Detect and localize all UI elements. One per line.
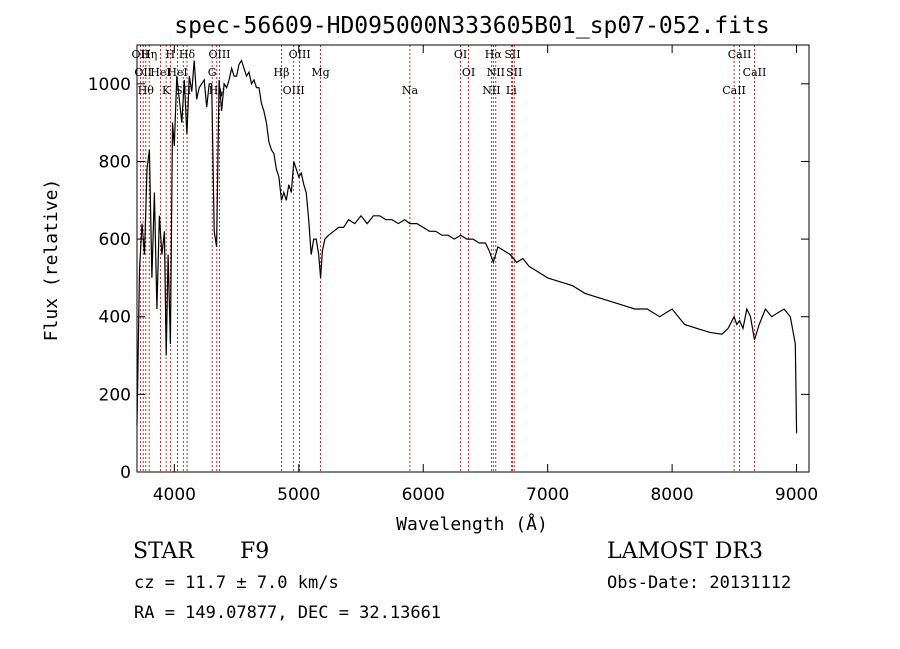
x-axis-label: Wavelength (Å) (396, 513, 548, 535)
line-label: CaII (722, 84, 746, 97)
line-label: OII (134, 66, 152, 79)
object-class: STAR (133, 539, 194, 564)
line-label: OI (462, 66, 475, 79)
line-label: Hα (485, 48, 503, 61)
line-label: CaII (728, 48, 752, 61)
y-tick-label: 800 (99, 152, 131, 172)
line-label: G (208, 66, 217, 79)
line-label: OII (132, 48, 150, 61)
spectral-line-labels: OII OII Hθ Hη HeI K H HeI SII Hδ G Hγ OIII Hβ OIII OIII… (132, 48, 767, 97)
line-label: OIII (208, 48, 230, 61)
line-label: OI (454, 48, 467, 61)
line-label: Na (402, 84, 419, 97)
line-label: OIII (289, 48, 311, 61)
line-label: Hγ (209, 84, 226, 97)
chart-title: spec-56609-HD095000N333605B01_sp07-052.f… (174, 13, 769, 39)
line-label: NII (482, 84, 500, 97)
x-tick-label: 5000 (277, 485, 320, 505)
y-tick-label: 0 (120, 463, 131, 483)
line-label: SII (504, 48, 520, 61)
line-label: SII (506, 66, 522, 79)
line-label: CaII (743, 66, 767, 79)
redshift-readout: cz = 11.7 ± 7.0 km/s (134, 573, 339, 593)
line-label: H (166, 48, 176, 61)
survey-name: LAMOST DR3 (607, 539, 763, 564)
plot-frame (136, 44, 810, 473)
y-tick-label: 600 (99, 230, 131, 250)
x-tick-label: 7000 (526, 485, 569, 505)
y-axis-ticks: 0 200 400 600 800 1000 (88, 75, 809, 483)
coordinates-readout: RA = 149.07877, DEC = 32.13661 (134, 603, 442, 623)
line-label: Hβ (274, 66, 290, 79)
observation-date: Obs-Date: 20131112 (607, 573, 792, 593)
line-label: Hδ (179, 48, 196, 61)
y-tick-label: 200 (99, 385, 131, 405)
x-tick-label: 8000 (650, 485, 693, 505)
line-label: K (162, 84, 171, 97)
line-label: NII (487, 66, 505, 79)
y-axis-label: Flux (relative) (41, 179, 62, 342)
x-tick-label: 4000 (153, 485, 196, 505)
line-label: OIII (283, 84, 305, 97)
y-tick-label: 1000 (88, 75, 131, 95)
line-label: Li (506, 84, 517, 97)
line-label: Mg (311, 66, 329, 79)
spectral-subclass: F9 (240, 539, 270, 564)
line-label: Hη (141, 48, 157, 61)
line-label: HeI (150, 66, 170, 79)
line-label: Hθ (138, 84, 155, 97)
x-axis-ticks: 4000 5000 6000 7000 8000 9000 (153, 45, 818, 505)
line-label: HeI (167, 66, 187, 79)
x-tick-label: 6000 (402, 485, 445, 505)
y-tick-label: 400 (99, 308, 131, 328)
spectral-line-markers (139, 45, 755, 472)
x-tick-label: 9000 (775, 485, 818, 505)
spectrum-line (136, 59, 798, 434)
